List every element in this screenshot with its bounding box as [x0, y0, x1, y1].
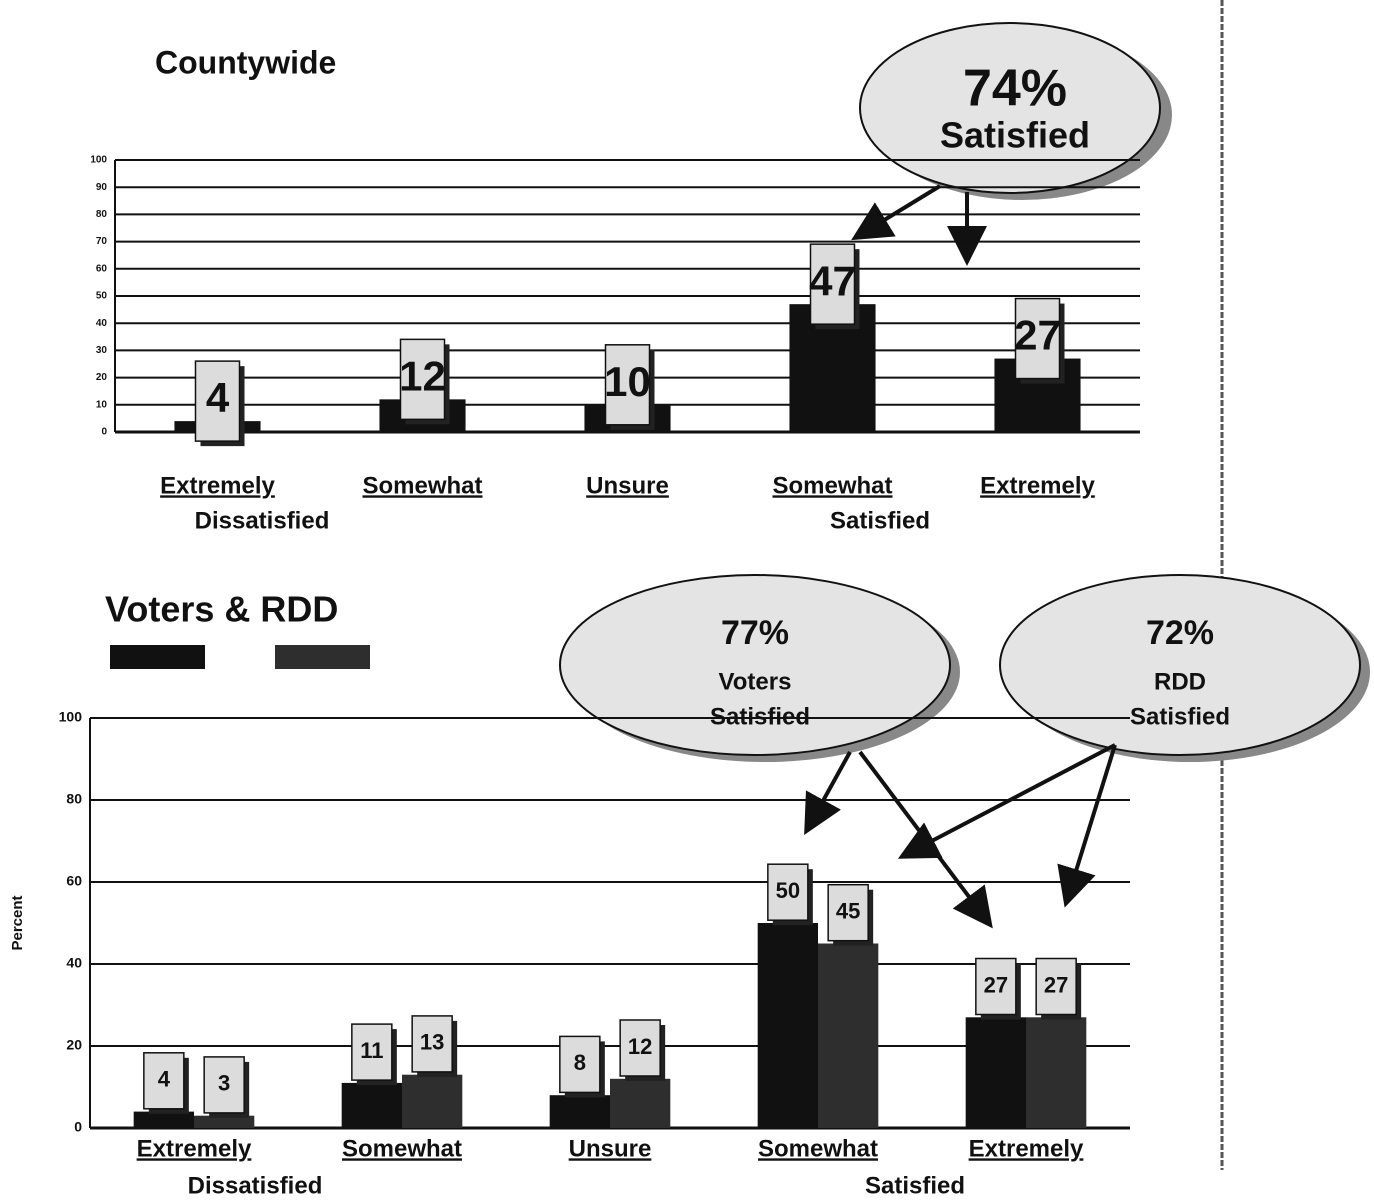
- bar: [549, 1095, 610, 1128]
- annotation: Satisfied: [940, 115, 1090, 156]
- label-box: [767, 863, 809, 921]
- x-tick-label: Extremely: [969, 1135, 1084, 1162]
- annotation: RDD: [1154, 668, 1206, 695]
- x-tick-label: Somewhat: [342, 1135, 462, 1162]
- y-tick-label: 30: [96, 345, 108, 356]
- label-box: [1035, 957, 1077, 1016]
- data-label: 47: [809, 257, 856, 304]
- x-tick-label: Unsure: [586, 472, 669, 499]
- y-tick-label: 20: [96, 372, 108, 383]
- annotation: 77%: [721, 614, 789, 652]
- y-tick-label: 60: [66, 873, 82, 889]
- bar: [818, 943, 879, 1128]
- y-tick-label: 40: [66, 955, 82, 971]
- bar: [133, 1111, 194, 1128]
- chart-title: Voters & RDD: [105, 589, 338, 630]
- callout: [859, 22, 1161, 194]
- data-label: 50: [776, 878, 800, 903]
- bar: [402, 1074, 463, 1128]
- x-tick-label: Extremely: [137, 1135, 252, 1162]
- chart-title: Countywide: [155, 44, 336, 80]
- category-group-label: Satisfied: [830, 507, 930, 534]
- label-box: [604, 344, 651, 426]
- data-label: 4: [206, 374, 230, 421]
- label-box: [194, 360, 241, 442]
- y-tick-label: 0: [101, 427, 107, 438]
- data-label: 8: [574, 1050, 586, 1075]
- category-group-label: Dissatisfied: [188, 1172, 323, 1199]
- label-box: [411, 1015, 453, 1073]
- label-box: [809, 243, 856, 325]
- data-label: 13: [420, 1030, 444, 1055]
- bar: [194, 1115, 255, 1128]
- data-label: 3: [218, 1071, 230, 1096]
- bar: [610, 1078, 671, 1128]
- annotation: Satisfied: [1130, 703, 1230, 730]
- y-tick-label: 60: [96, 263, 108, 274]
- y-tick-label: 0: [74, 1119, 82, 1135]
- label-box: [351, 1023, 393, 1081]
- callout: [559, 574, 951, 756]
- label-box: [975, 957, 1017, 1016]
- label-box: [399, 338, 446, 421]
- legend-swatch: [110, 645, 205, 669]
- bar: [965, 1017, 1026, 1128]
- data-label: 12: [628, 1034, 652, 1059]
- label-box: [1014, 297, 1061, 380]
- y-tick-label: 10: [96, 399, 108, 410]
- x-tick-label: Somewhat: [758, 1135, 878, 1162]
- callout: [999, 574, 1361, 756]
- label-box: [203, 1056, 245, 1114]
- data-label: 4: [158, 1067, 171, 1092]
- arrow: [851, 184, 942, 241]
- y-axis-label: Percent: [9, 895, 26, 950]
- annotation: 72%: [1146, 614, 1214, 652]
- arrow: [1057, 744, 1117, 908]
- annotation: Satisfied: [710, 703, 810, 730]
- x-tick-label: Unsure: [569, 1135, 652, 1162]
- bar: [341, 1082, 402, 1128]
- data-label: 12: [399, 352, 446, 399]
- y-tick-label: 50: [96, 291, 108, 302]
- data-label: 11: [360, 1038, 383, 1063]
- y-tick-label: 20: [66, 1037, 82, 1053]
- y-tick-label: 80: [96, 209, 108, 220]
- label-box: [827, 883, 869, 942]
- y-tick-label: 70: [96, 236, 108, 247]
- data-label: 27: [984, 972, 1008, 997]
- data-label: 10: [604, 358, 651, 405]
- x-tick-label: Somewhat: [362, 472, 482, 499]
- category-group-label: Satisfied: [865, 1172, 965, 1199]
- x-tick-label: Somewhat: [772, 472, 892, 499]
- category-group-label: Dissatisfied: [195, 507, 330, 534]
- data-label: 27: [1014, 312, 1061, 359]
- data-label: 45: [836, 899, 860, 924]
- x-tick-label: Extremely: [160, 472, 275, 499]
- y-tick-label: 90: [96, 182, 108, 193]
- y-tick-label: 100: [90, 155, 107, 166]
- annotation: Voters: [719, 668, 792, 695]
- x-tick-label: Extremely: [980, 472, 1095, 499]
- y-tick-label: 100: [59, 709, 83, 725]
- arrow: [858, 750, 993, 929]
- y-tick-label: 40: [96, 318, 108, 329]
- bar: [1026, 1017, 1087, 1128]
- y-tick-label: 80: [66, 791, 82, 807]
- data-label: 27: [1044, 972, 1068, 997]
- bar: [757, 923, 818, 1128]
- annotation: 74%: [963, 60, 1067, 118]
- label-box: [559, 1035, 601, 1094]
- arrow: [804, 751, 852, 836]
- label-box: [143, 1052, 185, 1110]
- legend-swatch: [275, 645, 370, 669]
- label-box: [619, 1019, 661, 1077]
